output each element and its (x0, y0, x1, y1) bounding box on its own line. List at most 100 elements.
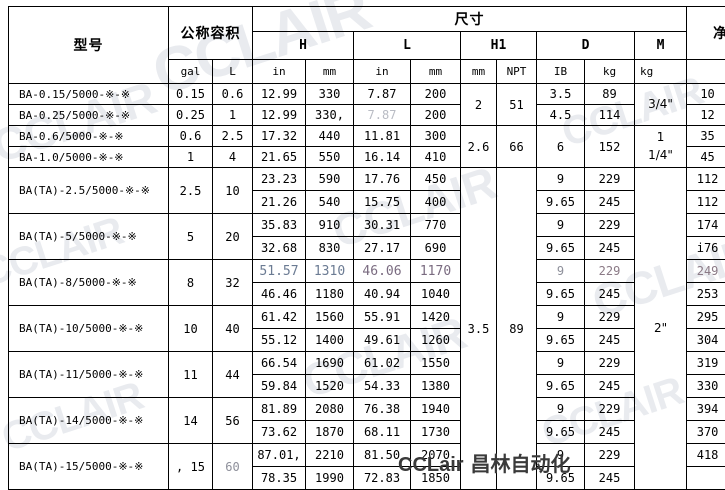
cell-model: BA(TA)-2.5/5000-※-※ (9, 168, 169, 214)
cell-l-in: 61.02 (354, 352, 411, 375)
header-unit-l: L (213, 60, 253, 84)
cell-h-mm: 440 (306, 126, 354, 147)
cell-d-kg: 229 (585, 168, 635, 191)
cell-h-in: 12.99 (253, 105, 306, 126)
cell-net-weight-1 (687, 467, 725, 490)
cell-h-in: 81.89 (253, 398, 306, 421)
cell-l-in: 40.94 (354, 283, 411, 306)
cell-l-mm: 1170 (411, 260, 461, 283)
cell-l-mm: 300 (411, 126, 461, 147)
cell-l: 44 (213, 352, 253, 398)
cell-d-ib: 9 (537, 444, 585, 467)
cell-l: 10 (213, 168, 253, 214)
cell-d-kg: 229 (585, 398, 635, 421)
cell-d-ib: 3.5 (537, 84, 585, 105)
cell-l-in: 7.87 (354, 105, 411, 126)
cell-net-weight-1: 12 (687, 105, 725, 126)
cell-h-mm: 330, (306, 105, 354, 126)
cell-net-weight-1: 35 (687, 126, 725, 147)
cell-gal: 14 (169, 398, 213, 444)
cell-l-in: 76.38 (354, 398, 411, 421)
cell-h1-npt: 89 (497, 168, 537, 490)
cell-l-mm: 400 (411, 191, 461, 214)
cell-h-in: 21.65 (253, 147, 306, 168)
cell-h-in: 87.01, (253, 444, 306, 467)
cell-h1-npt: 66 (497, 126, 537, 168)
cell-l-mm: 1730 (411, 421, 461, 444)
table-row: BA(TA)-8/5000-※-※ 8 32 51.57 1310 46.06 … (9, 260, 725, 283)
cell-h-mm: 2080 (306, 398, 354, 421)
cell-l: 56 (213, 398, 253, 444)
cell-d-ib: 9.65 (537, 329, 585, 352)
cell-h1-mm: 2.6 (461, 126, 497, 168)
cell-d-ib: 9 (537, 168, 585, 191)
cell-d-kg: 229 (585, 444, 635, 467)
cell-d-ib: 9.65 (537, 237, 585, 260)
cell-net-weight-1: 319 (687, 352, 725, 375)
cell-model: BA(TA)-10/5000-※-※ (9, 306, 169, 352)
cell-h-in: 21.26 (253, 191, 306, 214)
header-unit-d-ib: IB (537, 60, 585, 84)
cell-l-mm: 1940 (411, 398, 461, 421)
cell-gal: 1 (169, 147, 213, 168)
cell-l: 32 (213, 260, 253, 306)
cell-h-in: 23.23 (253, 168, 306, 191)
cell-h1-npt: 51 (497, 84, 537, 126)
cell-model: BA(TA)-14/5000-※-※ (9, 398, 169, 444)
cell-l-in: 54.33 (354, 375, 411, 398)
cell-h-mm: 540 (306, 191, 354, 214)
header-unit-d-kg: kg (585, 60, 635, 84)
cell-l-mm: 1850 (411, 467, 461, 490)
cell-d-ib: 6 (537, 126, 585, 168)
cell-l-in: 30.31 (354, 214, 411, 237)
cell-d-kg: 152 (585, 126, 635, 168)
cell-d-ib: 9 (537, 398, 585, 421)
table-row: BA(TA)-10/5000-※-※ 10 40 61.42 1560 55.9… (9, 306, 725, 329)
cell-l-in: 27.17 (354, 237, 411, 260)
cell-h1-mm: 3.5 (461, 168, 497, 490)
cell-d-kg: 245 (585, 283, 635, 306)
cell-l-in: 16.14 (354, 147, 411, 168)
header-group-h: H (253, 32, 354, 60)
cell-d-ib: 4.5 (537, 105, 585, 126)
cell-gal: 0.6 (169, 126, 213, 147)
cell-h-in: 59.84 (253, 375, 306, 398)
cell-m-size: 2" (635, 168, 687, 490)
cell-l-in: 55.91 (354, 306, 411, 329)
cell-l-in: 15.75 (354, 191, 411, 214)
header-unit-l-mm: mm (411, 60, 461, 84)
cell-h-mm: 550 (306, 147, 354, 168)
cell-m-size: 3/4" (635, 84, 687, 126)
cell-d-kg: 229 (585, 306, 635, 329)
cell-h-in: 73.62 (253, 421, 306, 444)
cell-h-in: 61.42 (253, 306, 306, 329)
table-row: BA(TA)-11/5000-※-※ 11 44 66.54 1690 61.0… (9, 352, 725, 375)
header-group-d: D (537, 32, 635, 60)
header-group-h1: H1 (461, 32, 537, 60)
cell-d-kg: 89 (585, 84, 635, 105)
cell-l-mm: 200 (411, 84, 461, 105)
cell-l-mm: 2070 (411, 444, 461, 467)
cell-gal: 0.15 (169, 84, 213, 105)
cell-l: 40 (213, 306, 253, 352)
cell-model: BA(TA)-8/5000-※-※ (9, 260, 169, 306)
header-unit-h1-npt: NPT (497, 60, 537, 84)
cell-d-ib: 9 (537, 260, 585, 283)
cell-net-weight-1: 330 (687, 375, 725, 398)
cell-l-in: 11.81 (354, 126, 411, 147)
cell-net-weight-1: 249 (687, 260, 725, 283)
cell-net-weight-1: 394 (687, 398, 725, 421)
cell-model: BA(TA)-15/5000-※-※ (9, 444, 169, 490)
cell-d-ib: 9.65 (537, 191, 585, 214)
cell-d-kg: 229 (585, 214, 635, 237)
header-nominal-volume: 公称容积 (169, 7, 253, 60)
cell-net-weight-1: 112 (687, 168, 725, 191)
cell-l: 2.5 (213, 126, 253, 147)
cell-net-weight-1: 304 (687, 329, 725, 352)
cell-l-mm: 1040 (411, 283, 461, 306)
header-unit-m-kg: kg (635, 60, 687, 84)
header-unit-nw-1 (687, 60, 725, 84)
cell-h1-mm: 2 (461, 84, 497, 126)
cell-d-kg: 114 (585, 105, 635, 126)
spec-table-container: 型号 公称容积 尺寸 净重 H L H1 D M gal L in mm in … (8, 6, 725, 490)
